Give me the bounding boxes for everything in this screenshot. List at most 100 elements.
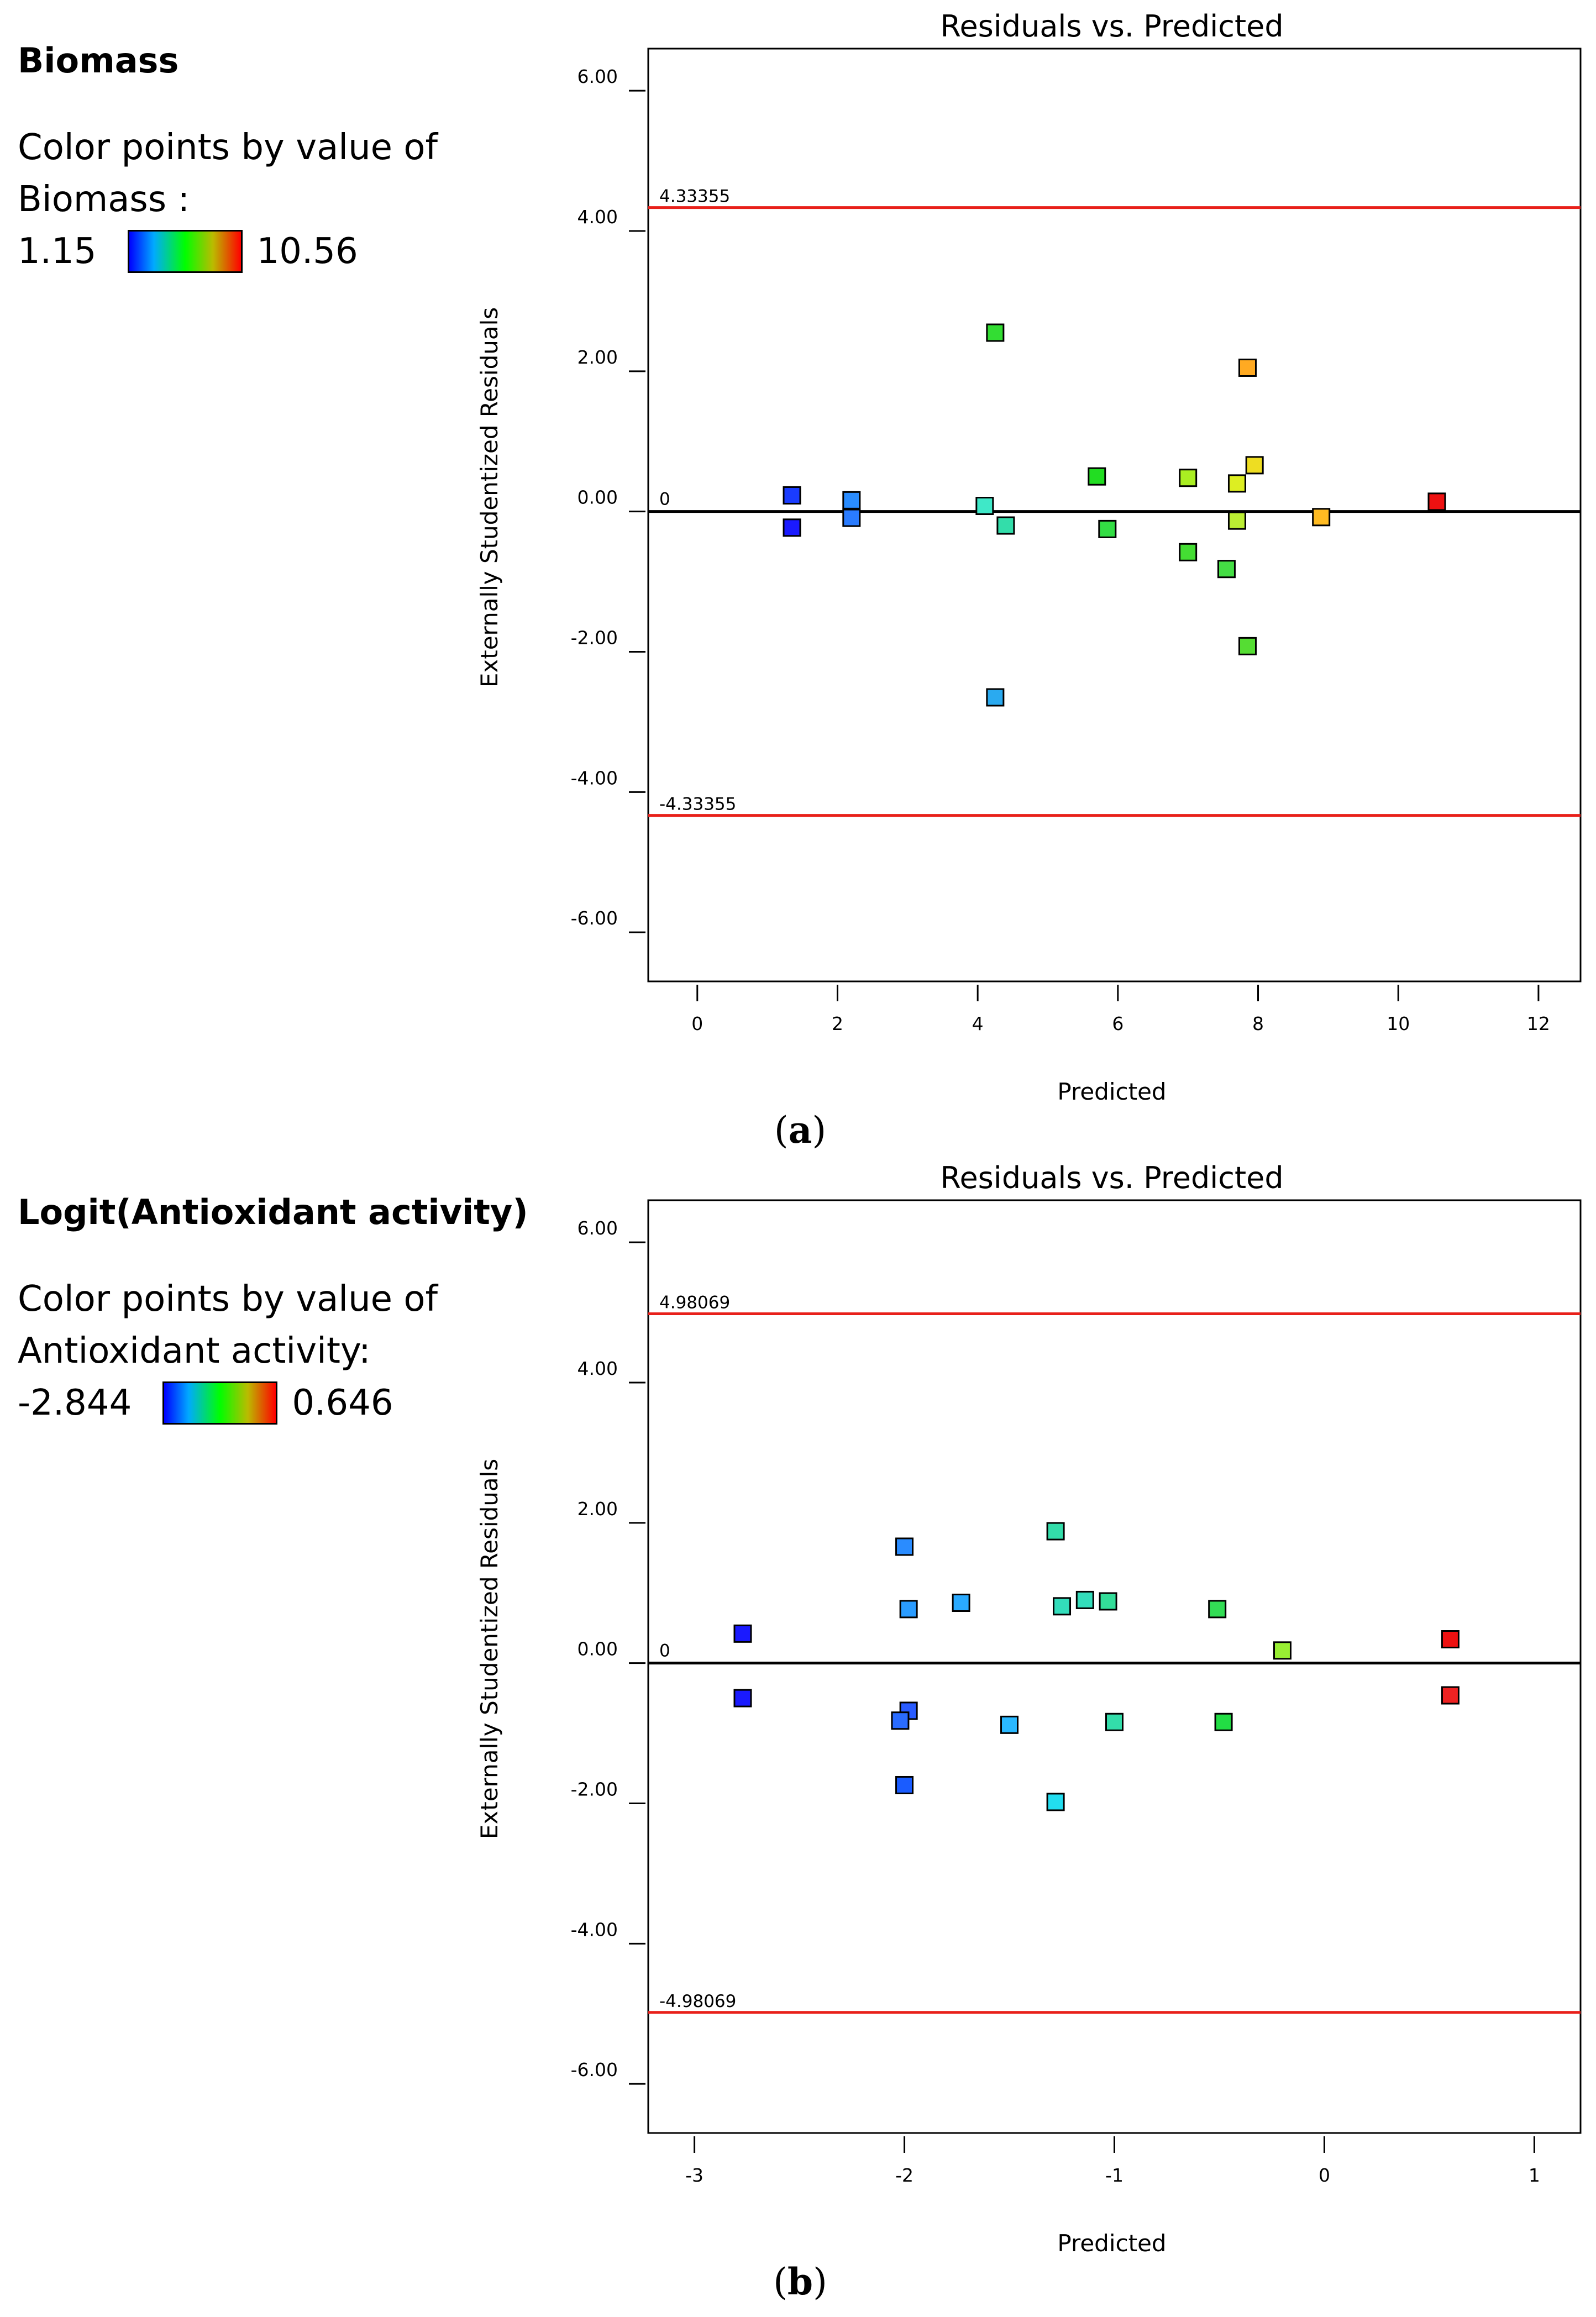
y-tick-label: -6.00 [571,2059,618,2080]
data-point [986,688,1005,707]
legend-caption-line1: Color points by value of [18,1279,438,1320]
data-point [1273,1641,1292,1660]
y-tick-label: 0.00 [578,487,618,508]
data-point [1227,511,1246,530]
chart-title: Residuals vs. Predicted [940,1160,1283,1195]
zero-line-label: 0 [659,490,670,509]
y-tick-label: -6.00 [571,907,618,929]
color-scale-gradient [162,1381,278,1425]
legend-heading: Biomass [18,40,179,81]
data-point [1427,492,1446,511]
data-point [895,1775,914,1794]
legend-caption-line2: Antioxidant activity: [18,1331,371,1372]
data-point [1099,1592,1117,1611]
zero-line-label: 0 [659,1641,670,1661]
y-tick-label: -4.00 [571,767,618,789]
data-point [1312,508,1331,527]
data-point [1000,1715,1019,1734]
plot-frame [647,48,1582,983]
y-axis-label: Externally Studentized Residuals [476,307,503,687]
data-point [783,486,801,505]
data-point [1245,456,1264,475]
chart-panel-b: Logit(Antioxidant activity) Color points… [0,1152,1596,2310]
x-tick-label: 0 [1319,2164,1330,2186]
x-tick-label: 2 [832,1013,843,1034]
y-axis-label: Externally Studentized Residuals [476,1459,503,1839]
color-scale: 1.15 10.56 [18,225,493,277]
panel-letter: b [788,2260,813,2303]
residuals-chart: Residuals vs. Predicted Externally Stude… [476,9,1582,1152]
data-point [733,1624,752,1643]
y-tick-label: 6.00 [578,66,618,87]
y-tick-label: -2.00 [571,1778,618,1800]
color-scale-min: -2.844 [18,1383,132,1423]
y-tick-label: 2.00 [578,1498,618,1520]
legend-heading: Logit(Antioxidant activity) [18,1192,528,1232]
y-tick-label: 2.00 [578,346,618,368]
data-point [1238,637,1257,655]
panel-letter: a [789,1108,812,1152]
y-tick-label: 0.00 [578,1638,618,1660]
data-point [986,323,1005,342]
y-tick-label: 6.00 [578,1217,618,1239]
y-tick-label: -2.00 [571,627,618,648]
x-axis-label: Predicted [1057,1078,1166,1105]
panel-label: (b) [773,2260,827,2303]
color-scale-gradient [127,230,243,273]
x-tick-label: 4 [972,1013,984,1034]
color-legend: Logit(Antioxidant activity) Color points… [18,1190,528,1429]
data-point [1441,1686,1460,1705]
upper-limit-label: 4.33355 [659,187,730,207]
upper-limit-label: 4.98069 [659,1293,730,1313]
data-point [899,1600,918,1619]
data-point [1179,543,1198,561]
x-tick-label: 6 [1112,1013,1124,1034]
data-point [1217,560,1236,579]
color-scale-max: 10.56 [256,231,358,272]
data-point [1046,1522,1065,1541]
data-point [891,1711,910,1730]
color-scale: -2.844 0.646 [18,1377,493,1429]
x-tick-label: -1 [1105,2164,1124,2186]
panel-label: (a) [774,1108,826,1152]
data-point [1238,358,1257,377]
data-point [733,1689,752,1707]
x-axis-label: Predicted [1057,2230,1166,2257]
data-point [895,1537,914,1556]
data-point [1214,1712,1233,1731]
x-tick-label: 1 [1529,2164,1540,2186]
plot-frame [647,1199,1582,2134]
x-tick-label: 12 [1527,1013,1550,1034]
data-point [1105,1712,1124,1731]
data-point [1053,1597,1072,1616]
color-legend: Biomass Color points by value of Biomass… [18,39,493,277]
lower-limit-label: -4.33355 [659,795,736,815]
y-tick-label: 4.00 [578,1358,618,1379]
data-point [842,491,861,509]
y-tick-label: -4.00 [571,1919,618,1940]
data-point [1227,474,1246,493]
data-point [1088,467,1106,486]
data-point [996,516,1015,535]
chart-title: Residuals vs. Predicted [940,9,1283,44]
x-tick-label: 0 [691,1013,703,1034]
data-point [783,518,801,537]
data-point [1046,1793,1065,1811]
data-point [975,497,994,516]
data-point [1208,1600,1227,1619]
x-tick-label: -3 [685,2164,704,2186]
legend-caption-line1: Color points by value of [18,127,438,168]
x-tick-label: 10 [1387,1013,1410,1034]
data-point [842,508,861,527]
data-point [1441,1630,1460,1649]
y-tick-label: 4.00 [578,206,618,228]
color-scale-max: 0.646 [292,1383,393,1423]
data-point [1179,469,1198,487]
legend-caption-line2: Biomass : [18,179,190,220]
residuals-chart: Residuals vs. Predicted Externally Stude… [476,1160,1582,2303]
chart-panel-a: Biomass Color points by value of Biomass… [0,0,1596,1158]
lower-limit-label: -4.98069 [659,1992,736,2011]
x-tick-label: 8 [1252,1013,1264,1034]
data-point [1075,1590,1094,1609]
data-point [1098,519,1117,538]
